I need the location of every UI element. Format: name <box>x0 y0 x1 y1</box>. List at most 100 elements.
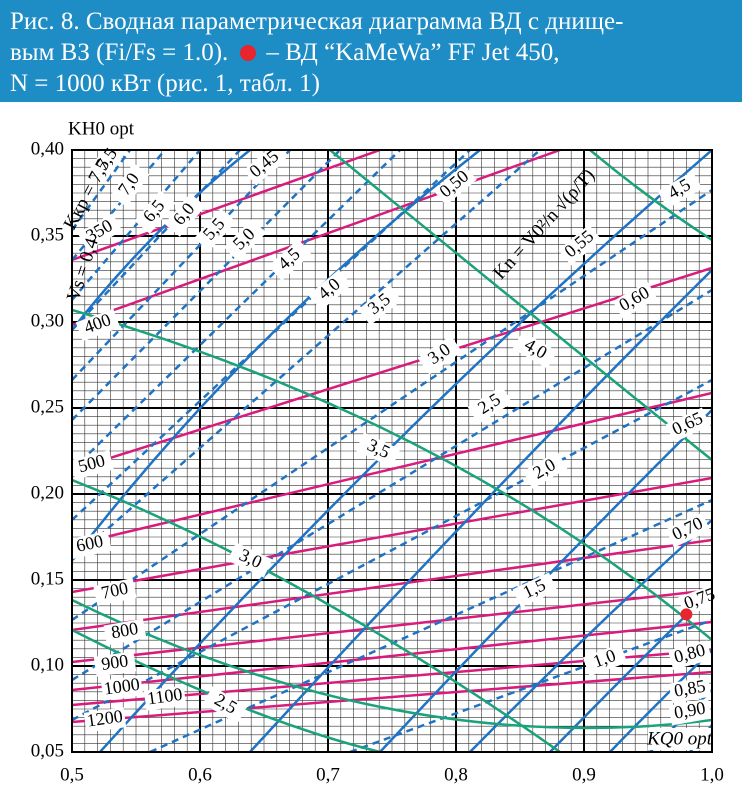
kn-curve <box>72 288 712 682</box>
label-bg <box>308 269 352 311</box>
label-bg <box>355 432 401 468</box>
legend-marker <box>240 45 257 61</box>
x-tick-label: 0,9 <box>572 764 596 785</box>
curve-label-group: 1,0 <box>582 643 628 677</box>
label-bg <box>512 572 558 608</box>
label-bg <box>467 385 513 425</box>
curve-label: 1100 <box>146 684 184 709</box>
speed-curve <box>72 598 712 730</box>
curve-label-group: 900 <box>93 650 137 677</box>
label-bg <box>657 171 703 209</box>
curve-label-group: 4,0 <box>308 269 352 311</box>
efficiency-curve <box>99 150 712 752</box>
curve-label: 1000 <box>103 674 141 699</box>
title-part: вым ВЗ (Fi/Fs = 1.0). <box>10 39 229 66</box>
curve-label-group: 800 <box>103 618 147 646</box>
power-curve <box>72 588 712 664</box>
curve-label-group: 1,5 <box>512 572 558 608</box>
efficiency-curve <box>379 409 712 752</box>
curve-label-group: 600 <box>68 531 112 559</box>
label-bg <box>512 331 558 369</box>
label-bg <box>164 193 206 237</box>
y-tick-label: 0,10 <box>31 654 64 675</box>
chart: 0,5 0,6 0,7 0,8 0,9 1,0 0,05 0,10 0,15 0,20 0,25 0,… <box>31 118 724 785</box>
label-bg <box>110 162 150 208</box>
curve-label-group: 500 <box>70 450 114 480</box>
curve-label: 900 <box>100 650 130 674</box>
y-axis-title: KH0 opt <box>68 118 135 139</box>
kn-curve <box>72 150 341 421</box>
title-line: Рис. 8. Сводная параметрическая диаграмм… <box>10 8 624 35</box>
curve-label-group: 3,0 <box>417 335 463 375</box>
speed-curve <box>589 150 712 242</box>
axis-title-bg <box>64 118 164 142</box>
curve-label-group: 0,90 <box>668 698 712 726</box>
label-bg <box>612 281 658 319</box>
label-bg <box>223 218 267 262</box>
axis-title-bg <box>648 728 718 750</box>
label-bg <box>93 651 137 677</box>
curve-label-group: 3,5 <box>355 432 401 468</box>
curve-label-group: 1200 <box>83 706 127 733</box>
power-curve <box>72 150 561 327</box>
kn-curve <box>72 150 401 471</box>
curve-label-group: 0,55 <box>558 224 602 266</box>
point <box>680 608 693 621</box>
header: Рис. 8. Сводная параметрическая диаграмм… <box>0 0 742 102</box>
efficiency-curve <box>72 150 481 561</box>
label-bg <box>68 531 112 559</box>
label-bg <box>268 239 312 281</box>
label-bg <box>75 308 121 342</box>
title-line: вым ВЗ (Fi/Fs = 1.0). – ВД “KaMeWa” FF Je… <box>10 37 732 68</box>
label-bg <box>88 137 128 183</box>
x-tick-label: 0,7 <box>316 764 340 785</box>
label-bg <box>134 190 176 234</box>
label-bg <box>243 144 287 186</box>
kn-curve <box>72 378 712 722</box>
y-tick-label: 0,25 <box>31 396 64 417</box>
curve-label-group: 0,50 <box>433 164 477 206</box>
label-bg <box>417 335 463 375</box>
y-tick-label: 0,20 <box>31 482 64 503</box>
title-part: – ВД “KaMeWa” FF Jet 450, <box>266 39 560 66</box>
label-bg <box>433 164 477 206</box>
kn-curve <box>72 188 712 622</box>
kn-curve <box>72 150 541 561</box>
curve-label-group: 0,85 <box>668 676 712 704</box>
curve-label-group: 0,60 <box>612 281 658 319</box>
y-tick-label: 0,35 <box>31 224 64 245</box>
y-tick-label: 0,15 <box>31 568 64 589</box>
x-tick-label: 1,0 <box>700 764 724 785</box>
curve-label-group: 700 <box>93 578 137 606</box>
power-curve <box>72 670 712 724</box>
label-bg <box>100 675 144 701</box>
label-bg <box>103 618 147 646</box>
curve-label: 0,80 <box>672 639 708 666</box>
kn-curve <box>72 150 201 301</box>
efficiency-curve <box>72 150 251 331</box>
power-curve <box>72 620 712 692</box>
label-bg <box>77 213 123 251</box>
label-bg <box>665 407 711 443</box>
label-bg <box>668 676 712 704</box>
x-tick-label: 0,8 <box>444 764 468 785</box>
x-tick-label: 0,6 <box>188 764 212 785</box>
label-bg <box>202 686 248 724</box>
y-tick-label: 0,30 <box>31 310 64 331</box>
kn-curve <box>72 150 132 231</box>
speed-curve <box>329 150 712 461</box>
label-bg <box>522 451 568 489</box>
label-bg <box>227 542 273 578</box>
curve-label-group: 1000 <box>100 674 144 701</box>
curve-label-group: 1100 <box>143 684 187 711</box>
x-axis-title: KQ0 opt <box>646 728 713 749</box>
label-bg <box>83 707 127 733</box>
curve-label: 1200 <box>86 706 124 731</box>
label-bg <box>582 643 628 677</box>
y-tick-label: 0,05 <box>31 740 64 761</box>
label-bg <box>194 208 236 252</box>
curve-label-group: 4,0 <box>512 331 558 369</box>
y-tick-label: 0,40 <box>31 138 64 159</box>
x-tick-label: 0,5 <box>60 764 84 785</box>
